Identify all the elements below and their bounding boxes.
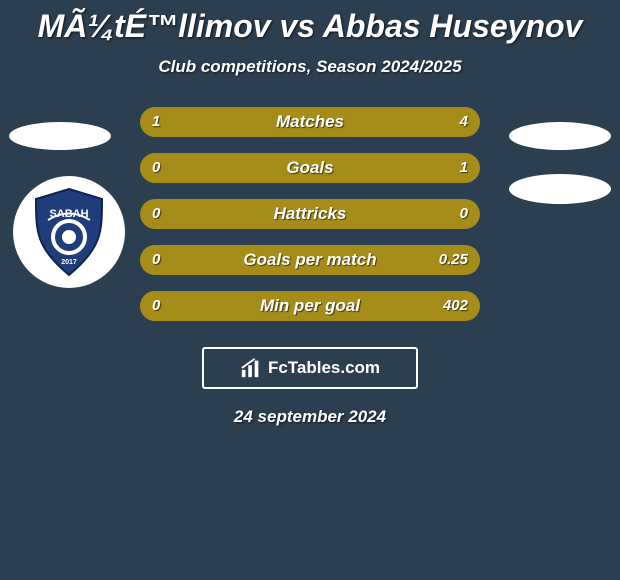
stat-label: Goals xyxy=(140,153,480,183)
stat-row: 00.25Goals per match xyxy=(140,245,480,275)
stat-label: Matches xyxy=(140,107,480,137)
stat-label: Hattricks xyxy=(140,199,480,229)
page-subtitle: Club competitions, Season 2024/2025 xyxy=(0,57,620,77)
branding-label: FcTables.com xyxy=(268,358,380,378)
page-title: MÃ¼tÉ™llimov vs Abbas Huseynov xyxy=(0,0,620,45)
stats-section: 14Matches 01Goals 00Hattricks 00.25Goals pe… xyxy=(0,107,620,337)
stat-row: 01Goals xyxy=(140,153,480,183)
stat-row: 14Matches xyxy=(140,107,480,137)
chart-icon xyxy=(240,357,262,379)
stat-bars: 14Matches 01Goals 00Hattricks 00.25Goals pe… xyxy=(140,107,480,337)
stat-row: 00Hattricks xyxy=(140,199,480,229)
date-label: 24 september 2024 xyxy=(0,407,620,427)
stat-label: Goals per match xyxy=(140,245,480,275)
stat-label: Min per goal xyxy=(140,291,480,321)
comparison-card: MÃ¼tÉ™llimov vs Abbas Huseynov Club comp… xyxy=(0,0,620,580)
branding-box[interactable]: FcTables.com xyxy=(202,347,418,389)
stat-row: 0402Min per goal xyxy=(140,291,480,321)
